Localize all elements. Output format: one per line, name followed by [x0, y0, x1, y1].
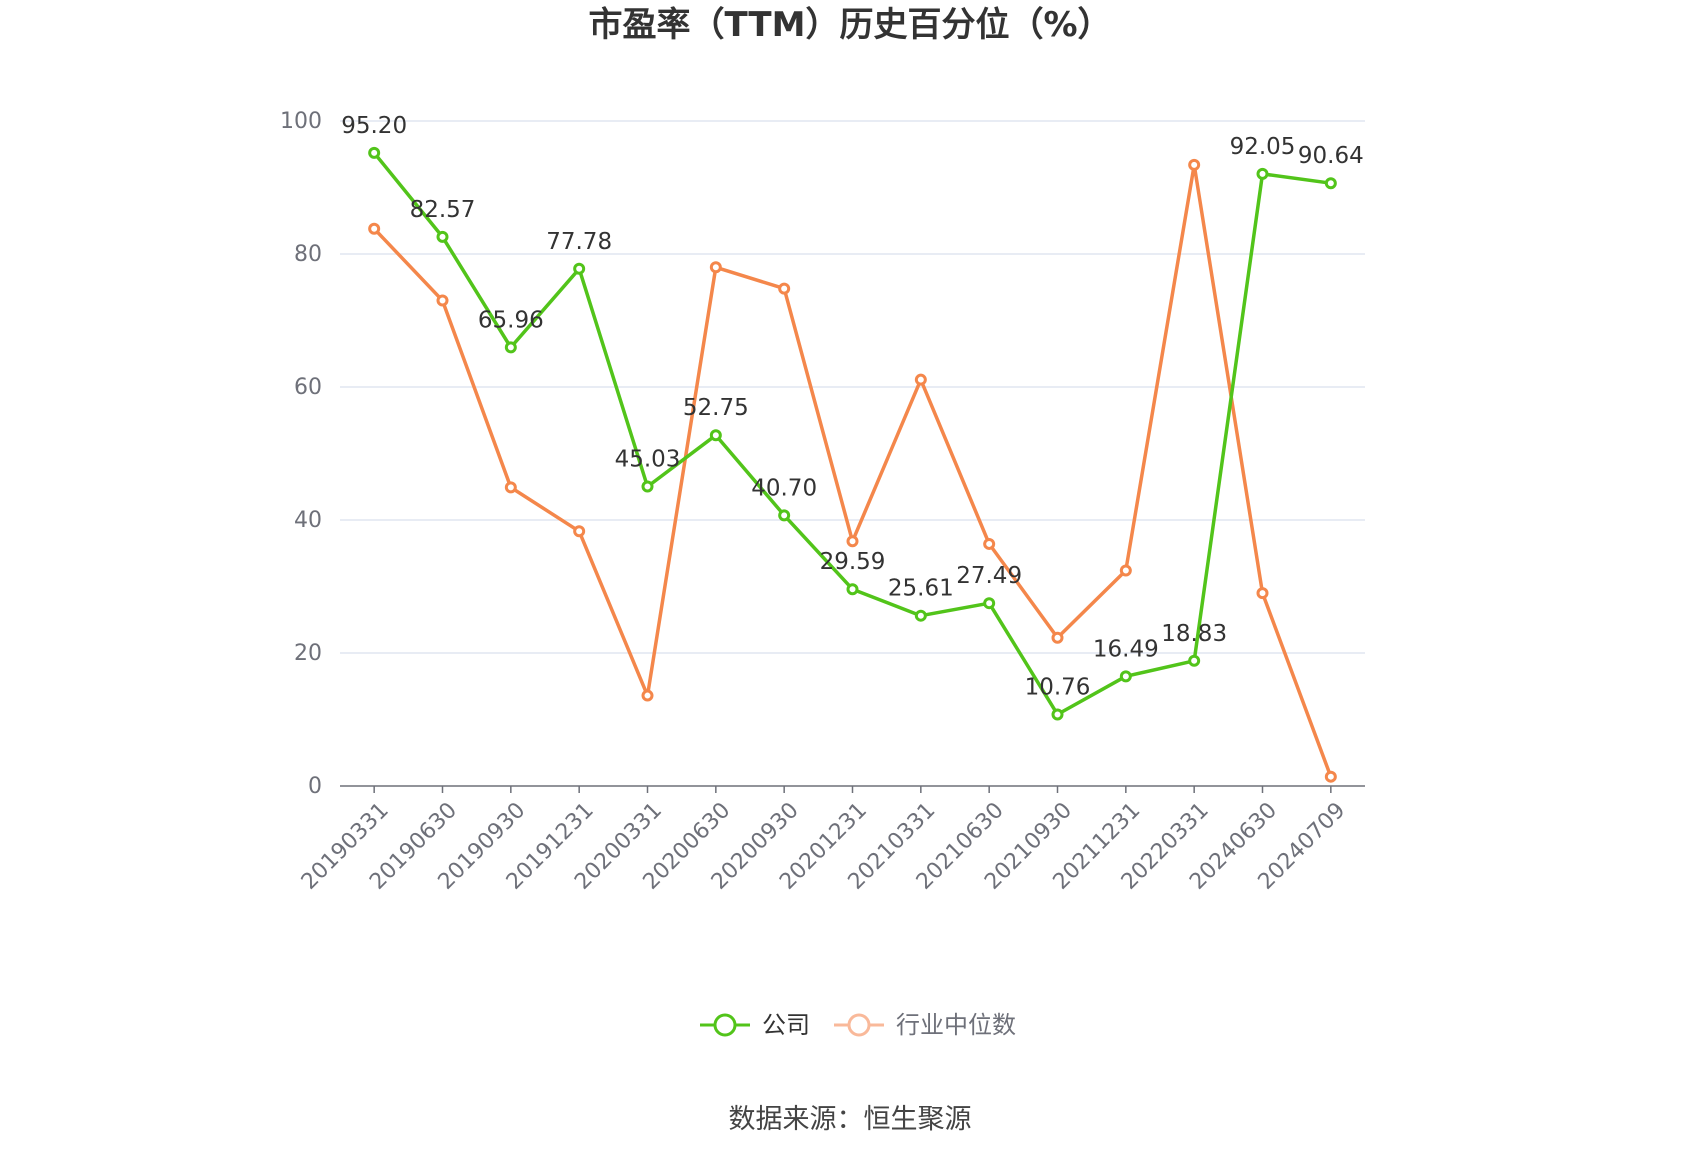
- y-axis: 0 20 40 60 80 100: [280, 109, 322, 799]
- legend-company-label: 公司: [762, 1011, 810, 1039]
- legend[interactable]: 公司 行业中位数: [700, 1011, 1016, 1039]
- series-0-point[interactable]: [914, 609, 927, 622]
- series-1-point[interactable]: [641, 689, 654, 702]
- series-0-point[interactable]: [709, 429, 722, 442]
- data-source: 数据来源：恒生聚源: [729, 1104, 972, 1135]
- legend-company-marker: [713, 1013, 737, 1037]
- series-0-point[interactable]: [778, 509, 791, 522]
- series-0-point[interactable]: [1119, 670, 1132, 683]
- series-0-point[interactable]: [1256, 167, 1269, 180]
- data-label: 18.83: [1161, 621, 1227, 647]
- series-1-point[interactable]: [914, 373, 927, 386]
- y-tick-label: 80: [294, 242, 322, 267]
- data-label: 95.20: [341, 113, 407, 139]
- series-0-point[interactable]: [846, 583, 859, 596]
- data-label: 16.49: [1093, 636, 1159, 662]
- series-1-point[interactable]: [846, 535, 859, 548]
- legend-industry-label: 行业中位数: [896, 1011, 1016, 1039]
- series-1-point[interactable]: [1324, 770, 1337, 783]
- series-1-point[interactable]: [983, 537, 996, 550]
- chart-title: 市盈率（TTM）历史百分位（%）: [588, 5, 1111, 45]
- data-label: 82.57: [410, 197, 476, 223]
- series-0-point[interactable]: [983, 597, 996, 610]
- series-1-point[interactable]: [709, 261, 722, 274]
- y-tick-label: 0: [308, 774, 322, 799]
- y-tick-label: 40: [294, 508, 322, 533]
- series-0-point[interactable]: [1051, 708, 1064, 721]
- data-label: 10.76: [1025, 674, 1091, 700]
- legend-industry-marker: [847, 1013, 871, 1037]
- series-0-point[interactable]: [436, 230, 449, 243]
- series-0-point[interactable]: [368, 146, 381, 159]
- y-tick-label: 60: [294, 375, 322, 400]
- series-0-point[interactable]: [504, 341, 517, 354]
- series-group: [368, 146, 1337, 783]
- y-tick-label: 20: [294, 641, 322, 666]
- x-axis: 2019033120190630201909302019123120200331…: [297, 785, 1365, 895]
- series-1-point[interactable]: [504, 481, 517, 494]
- data-label: 90.64: [1298, 143, 1364, 169]
- series-1-point[interactable]: [778, 282, 791, 295]
- series-1-point[interactable]: [436, 294, 449, 307]
- legend-item-industry[interactable]: 行业中位数: [834, 1011, 1016, 1039]
- data-label: 45.03: [615, 447, 681, 473]
- series-1-point[interactable]: [1188, 158, 1201, 171]
- data-label: 65.96: [478, 307, 544, 333]
- data-label: 77.78: [546, 229, 612, 255]
- series-1-point[interactable]: [1256, 587, 1269, 600]
- data-label: 29.59: [820, 549, 886, 575]
- data-label: 92.05: [1230, 134, 1296, 160]
- series-1-point[interactable]: [1119, 564, 1132, 577]
- series-0-point[interactable]: [573, 262, 586, 275]
- data-label: 40.70: [751, 475, 817, 501]
- series-0-point[interactable]: [1188, 654, 1201, 667]
- series-1-point[interactable]: [1051, 631, 1064, 644]
- data-label: 27.49: [956, 563, 1022, 589]
- y-tick-label: 100: [280, 109, 322, 134]
- series-1-point[interactable]: [368, 222, 381, 235]
- series-0-point[interactable]: [641, 480, 654, 493]
- series-1-point[interactable]: [573, 525, 586, 538]
- data-label: 52.75: [683, 395, 749, 421]
- series-line-1: [372, 163, 1333, 778]
- series-0-point[interactable]: [1324, 177, 1337, 190]
- data-label: 25.61: [888, 576, 954, 602]
- legend-item-company[interactable]: 公司: [700, 1011, 810, 1039]
